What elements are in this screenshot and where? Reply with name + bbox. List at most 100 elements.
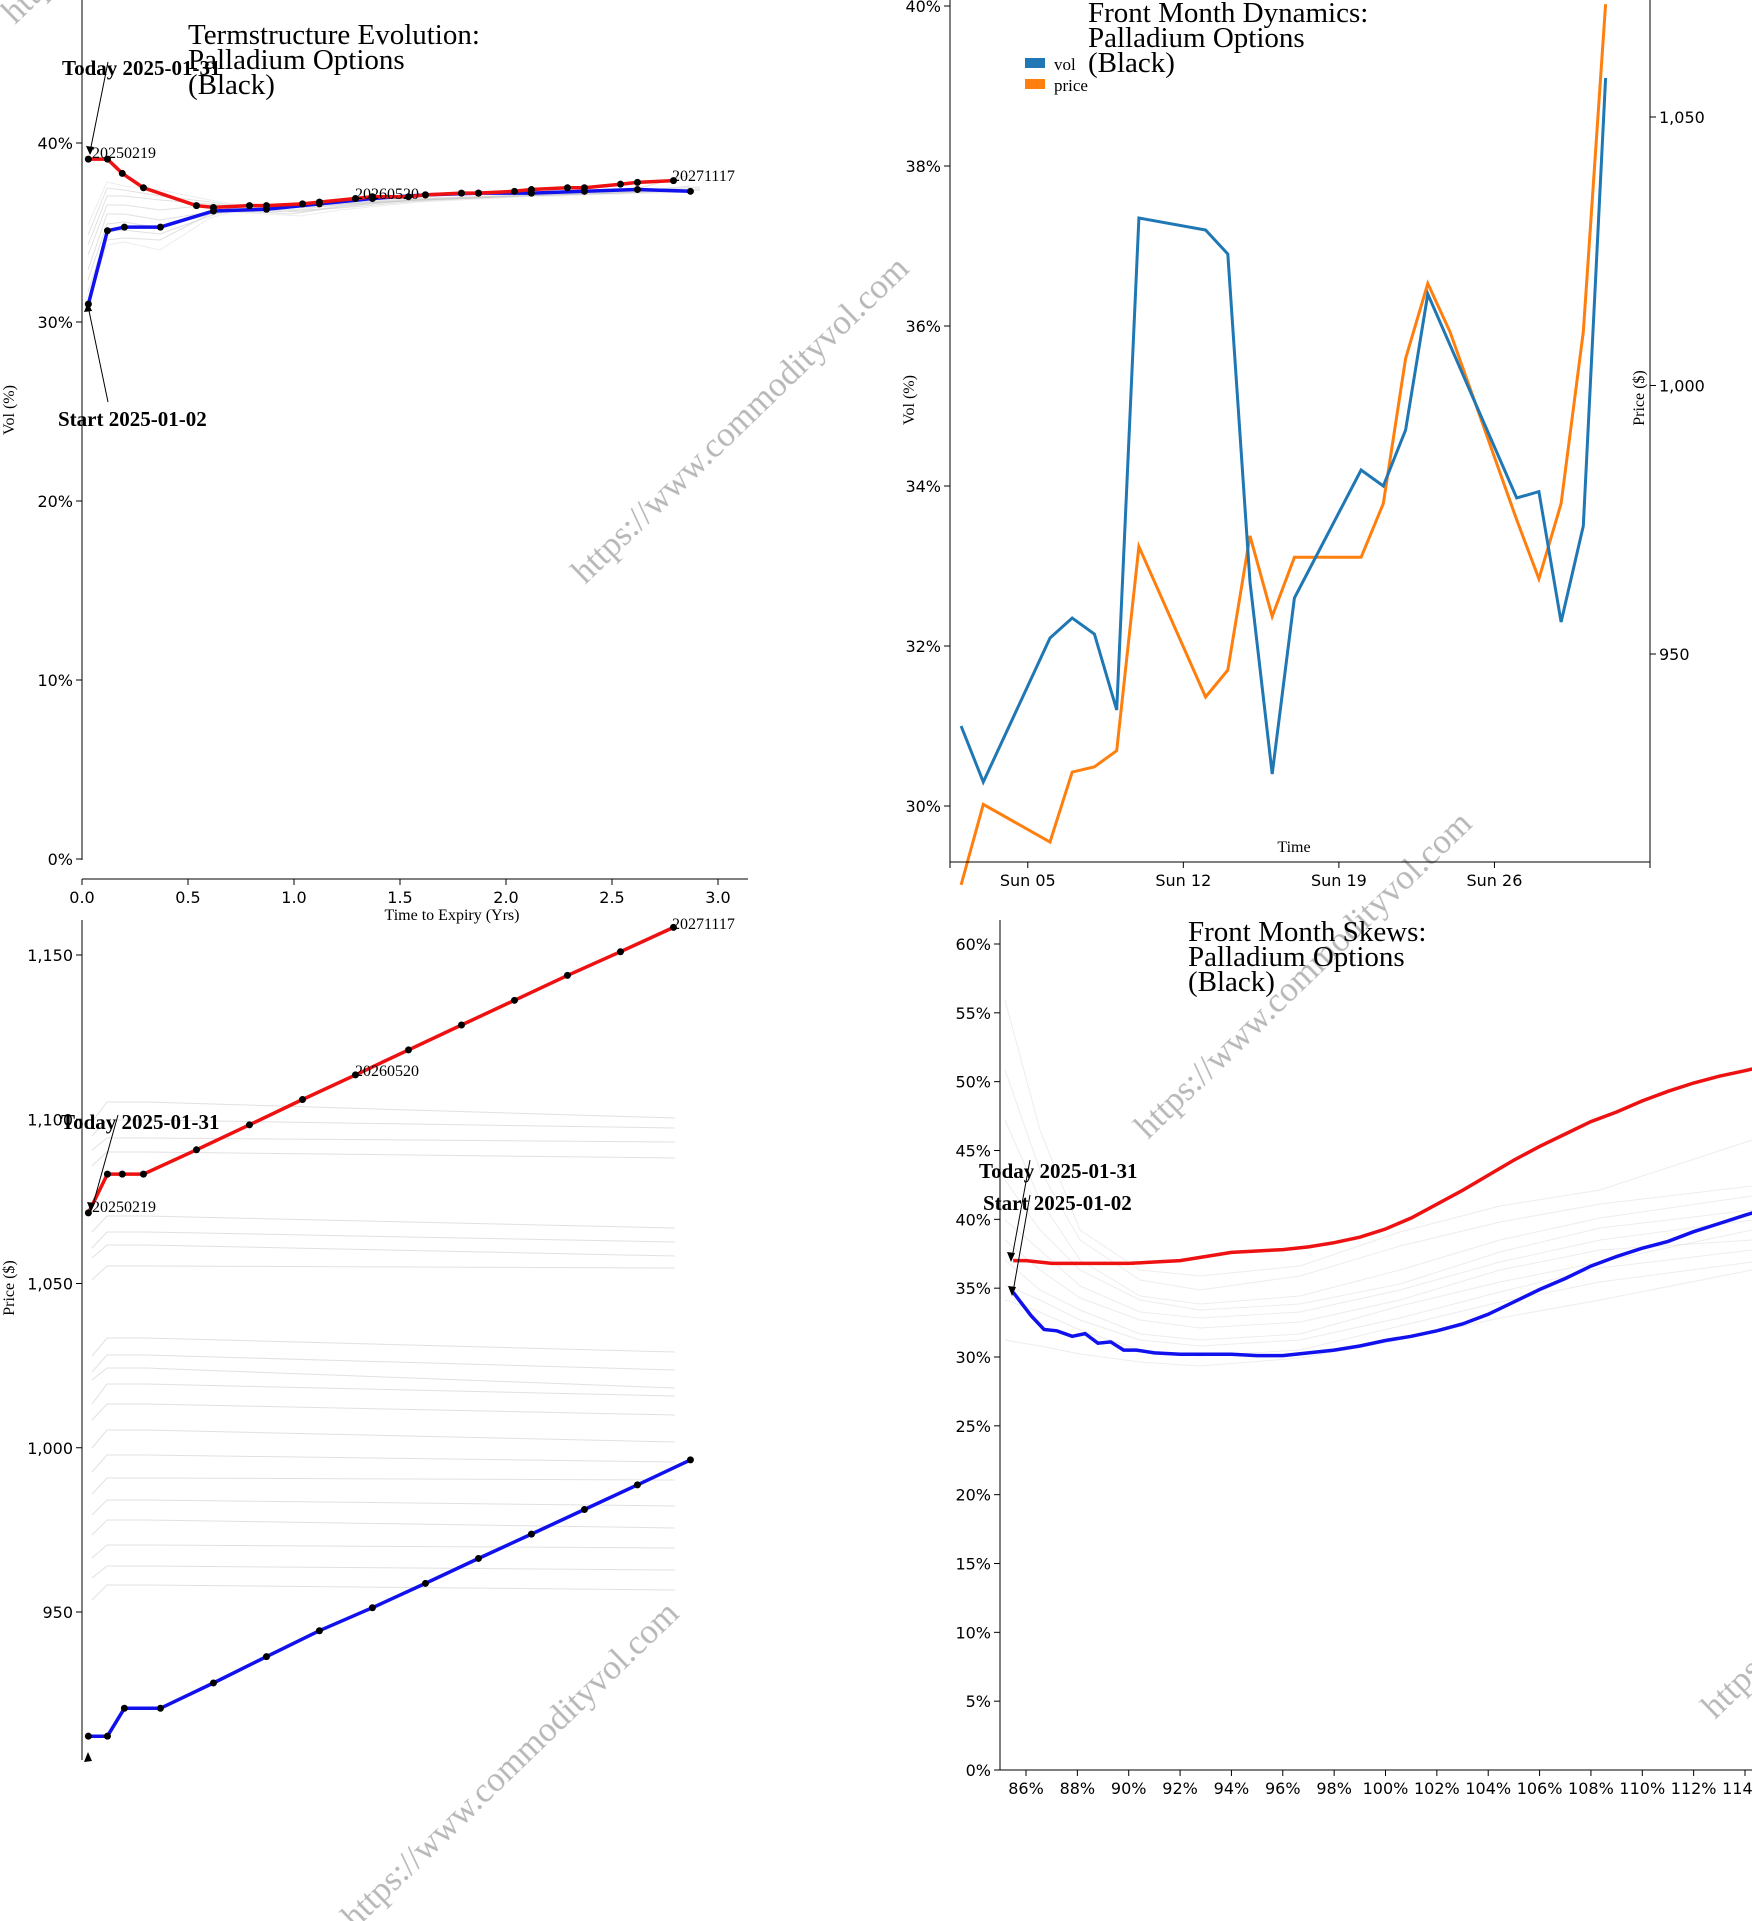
termstructure-price-today-marker-12 [616, 948, 624, 956]
termstructure-vol-today-marker-18 [563, 184, 571, 192]
termstructure-vol-today-marker-14 [457, 189, 465, 197]
termstructure-price-start-marker-11 [580, 1506, 588, 1514]
termstructure-price-ghost-curves [91, 1101, 676, 1601]
skews-ytick-label-5: 25% [955, 1417, 991, 1436]
skews-xtick-label-5: 96% [1265, 1779, 1301, 1798]
termstructure-vol-xtick-label-4: 2.0 [493, 888, 518, 907]
termstructure-price-today-markers [84, 923, 677, 1217]
skews-xtick-label-11: 108% [1568, 1779, 1614, 1798]
termstructure-price-today-marker-4 [192, 1146, 200, 1154]
termstructure-price-start-marker-6 [315, 1627, 323, 1635]
termstructure-price-expiry-label-20271117: 20271117 [672, 916, 735, 933]
skews-xtick-label-9: 104% [1465, 1779, 1511, 1798]
termstructure-vol-today-marker-16 [510, 187, 518, 195]
termstructure-price-start-markers [84, 1456, 694, 1740]
skews-start-pointer [1012, 1194, 1031, 1293]
dynamics-x-axis-label: Time [1277, 839, 1310, 856]
termstructure-price-start-marker-4 [209, 1679, 217, 1687]
termstructure-vol-expiry-label-20260520: 20260520 [355, 186, 419, 203]
termstructure-vol-xtick-label-3: 1.5 [387, 888, 412, 907]
termstructure-price-start-marker-0 [84, 1732, 92, 1740]
termstructure-vol-start-line-group [84, 186, 694, 308]
skews-xtick-label-6: 98% [1316, 1779, 1352, 1798]
termstructure-price-today-marker-8 [404, 1046, 412, 1054]
termstructure-vol-title-line-2: Palladium Options [188, 44, 405, 76]
termstructure-vol-today-marker-7 [262, 202, 270, 210]
termstructure-price-start-marker-9 [474, 1554, 482, 1562]
termstructure-price-start-marker-2 [120, 1704, 128, 1712]
skews-xtick-label-2: 90% [1111, 1779, 1147, 1798]
termstructure-price-ytick-label-1: 1,000 [27, 1439, 73, 1458]
termstructure-price-today-marker-5 [245, 1121, 253, 1129]
termstructure-price-today-pointer [91, 1114, 119, 1209]
legend-price-label: price [1054, 76, 1088, 95]
termstructure-vol-today-line-group [84, 155, 677, 211]
termstructure-vol-ytick-label-1: 10% [37, 671, 73, 690]
termstructure-price-ytick-label-3: 1,100 [27, 1110, 73, 1129]
dynamics-xtick-label-3: Sun 26 [1466, 871, 1522, 890]
dynamics-ytick-label-3: 36% [905, 317, 941, 336]
skews-ghost-curves [1004, 999, 1752, 1367]
skews-ytick-label-3: 15% [955, 1555, 991, 1574]
dynamics-vol-line [959, 77, 1608, 786]
front-month-skews-chart: 0% 5% 10% 15% 20% 25% 30% 35% 40% 45% 50% 55% 60% 86… [955, 916, 1752, 1798]
termstructure-price-ytick-label-0: 950 [42, 1603, 73, 1622]
skews-title-line-3: (Black) [1188, 966, 1275, 998]
termstructure-vol-xtick-label-6: 3.0 [705, 888, 730, 907]
termstructure-price-start-arrowhead [84, 1752, 92, 1762]
dynamics-y2-axis-label: Price ($) [1631, 370, 1648, 426]
termstructure-price-expiry-label-20260520: 20260520 [355, 1063, 419, 1080]
termstructure-vol-start-marker-3 [156, 223, 164, 231]
skews-title-line-1: Front Month Skews: [1188, 916, 1426, 948]
termstructure-price-today-line [86, 925, 675, 1214]
skews-xtick-label-7: 100% [1363, 1779, 1409, 1798]
termstructure-vol-y-ticks: 0% 10% 20% 30% 40% [37, 134, 82, 869]
termstructure-vol-start-marker-13 [686, 187, 694, 195]
skews-ytick-label-1: 5% [966, 1692, 991, 1711]
skews-ytick-label-6: 30% [955, 1348, 991, 1367]
skews-xtick-label-8: 102% [1414, 1779, 1460, 1798]
skews-today-arrowhead [1007, 1252, 1015, 1262]
dynamics-ytick-label-2: 34% [905, 477, 941, 496]
termstructure-price-today-marker-0 [84, 1209, 92, 1217]
dynamics-right-y-ticks: 950 1,000 1,050 [1650, 108, 1705, 664]
skews-xtick-label-10: 106% [1517, 1779, 1563, 1798]
termstructure-price-today-marker-11 [563, 971, 571, 979]
termstructure-price-start-marker-10 [527, 1530, 535, 1538]
termstructure-price-today-marker-2 [118, 1170, 126, 1178]
termstructure-vol-today-marker-6 [245, 202, 253, 210]
termstructure-price-today-arrowhead [87, 1202, 95, 1212]
termstructure-vol-today-marker-12 [404, 193, 412, 201]
termstructure-vol-expiry-label-20271117: 20271117 [672, 168, 735, 185]
termstructure-vol-ytick-label-0: 0% [48, 850, 73, 869]
skews-xtick-label-4: 94% [1214, 1779, 1250, 1798]
watermark-1: https://www.commodityvol.com [563, 248, 916, 591]
watermark-3: https://www.commodityvol.com [1693, 1383, 1752, 1726]
dynamics-ytick-label-5: 40% [905, 0, 941, 16]
dynamics-y2tick-label-0: 950 [1659, 645, 1690, 664]
skews-x-ticks: 86% 88% 90% 92% 94% 96% 98% 100% 102% 104% 106% 108… [1008, 1770, 1752, 1798]
termstructure-price-today-marker-3 [139, 1170, 147, 1178]
termstructure-vol-start-marker-1 [103, 227, 111, 235]
termstructure-vol-today-marker-17 [527, 186, 535, 194]
skews-xtick-label-12: 110% [1619, 1779, 1665, 1798]
skews-today-line [1013, 1067, 1752, 1266]
skews-xtick-label-14: 114% [1722, 1779, 1752, 1798]
dynamics-xtick-label-0: Sun 05 [1000, 871, 1056, 890]
termstructure-vol-xtick-label-2: 1.0 [281, 888, 306, 907]
skews-xtick-label-3: 92% [1162, 1779, 1198, 1798]
skews-xtick-label-13: 112% [1671, 1779, 1717, 1798]
skews-ytick-label-9: 45% [955, 1142, 991, 1161]
skews-ytick-label-11: 55% [955, 1004, 991, 1023]
termstructure-vol-today-marker-0 [84, 155, 92, 163]
termstructure-price-start-marker-7 [368, 1604, 376, 1612]
termstructure-vol-today-marker-1 [103, 155, 111, 163]
dynamics-ytick-label-0: 30% [905, 797, 941, 816]
termstructure-price-start-marker-1 [103, 1732, 111, 1740]
termstructure-vol-today-marker-2 [118, 169, 126, 177]
termstructure-vol-start-line [86, 187, 691, 305]
termstructure-vol-today-marker-5 [209, 203, 217, 211]
